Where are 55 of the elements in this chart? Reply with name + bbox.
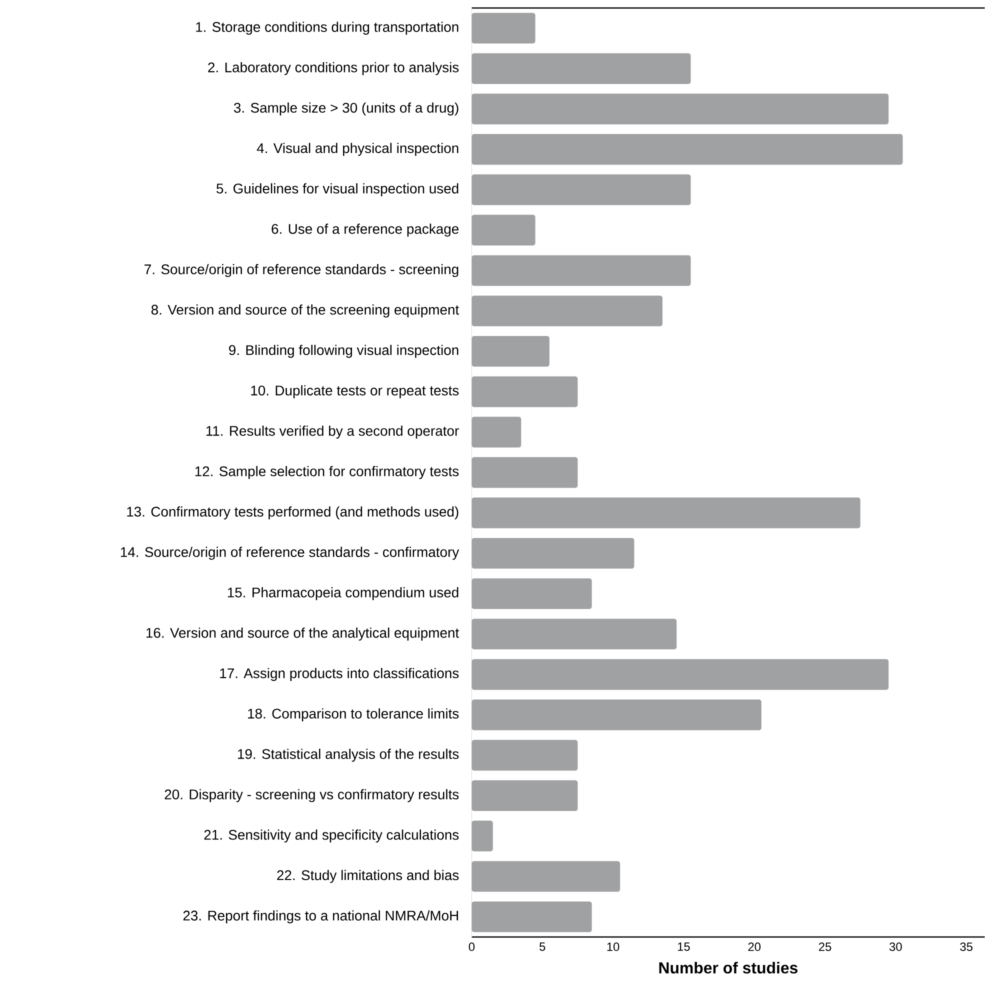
bar — [472, 780, 578, 811]
y-tick-label: 10. Duplicate tests or repeat tests — [251, 385, 459, 398]
y-tick-label: 2. Laboratory conditions prior to analysis — [208, 62, 459, 76]
bar — [472, 457, 578, 488]
x-tick-label: 5 — [540, 942, 546, 951]
x-axis-title: Number of studies — [659, 962, 798, 974]
y-tick-label: 6. Use of a reference package — [272, 224, 459, 237]
bar — [472, 700, 762, 730]
y-tick-label: 1. Storage conditions during transportation — [196, 22, 458, 35]
bar — [472, 53, 691, 84]
y-tick-label: 16. Version and source of the analytical equipment — [146, 628, 460, 641]
y-tick-label: 15. Pharmacopeia compendium used — [228, 587, 458, 600]
y-tick-label: 4. Visual and physical inspection — [256, 142, 458, 156]
x-tick-label: 35 — [960, 942, 972, 951]
bar — [472, 740, 578, 771]
bar — [472, 901, 592, 932]
y-tick-label: 21. Sensitivity and specificity calculations — [204, 830, 459, 843]
y-tick-label: 19. Statistical analysis of the results — [238, 748, 459, 762]
x-tick-label: 10 — [607, 942, 620, 951]
bar — [472, 214, 536, 246]
bar — [472, 578, 592, 610]
x-tick-label: 20 — [748, 942, 761, 951]
x-tick-label: 0 — [468, 942, 475, 951]
y-tick-label: 12. Sample selection for confirmatory tests — [195, 466, 459, 480]
y-tick-label: 22. Study limitations and bias — [277, 870, 459, 883]
bar — [472, 94, 889, 124]
y-tick-label: 3. Sample size > 30 (units of a drug) — [234, 102, 458, 116]
y-tick-label: 9. Blinding following visual inspection — [229, 344, 458, 358]
x-tick-label: 30 — [889, 942, 902, 951]
bar — [472, 538, 634, 569]
y-tick-label: 18. Comparison to tolerance limits — [248, 708, 459, 722]
bar — [472, 255, 691, 286]
bar — [472, 820, 493, 852]
bar — [472, 618, 677, 650]
y-tick-label: 11. Results verified by a second operator — [206, 426, 459, 439]
y-tick-label: 23. Report findings to a national NMRA/MoH — [183, 910, 458, 924]
y-tick-label: 20. Disparity - screening vs confirmatory results — [164, 789, 459, 802]
bar — [472, 12, 536, 44]
bar — [472, 376, 578, 408]
y-tick-label: 17. Assign products into classifications — [220, 668, 459, 681]
x-tick-label: 25 — [818, 942, 832, 951]
y-tick-label: 14. Source/origin of reference standards - confirmatory — [120, 546, 460, 560]
bar — [472, 498, 860, 528]
y-tick-label: 13. Confirmatory tests performed (and methods used) — [127, 506, 458, 520]
bar — [472, 861, 620, 892]
bar — [472, 296, 662, 326]
bar — [472, 416, 522, 448]
bar — [472, 336, 550, 367]
bar — [472, 174, 691, 206]
y-tick-label: 5. Guidelines for visual inspection used — [216, 183, 458, 196]
x-tick-label: 15 — [678, 942, 690, 951]
y-tick-label: 8. Version and source of the screening equipment — [151, 304, 460, 318]
bar — [472, 659, 889, 690]
bar — [472, 134, 903, 165]
y-tick-label: 7. Source/origin of reference standards - screening — [144, 264, 458, 278]
